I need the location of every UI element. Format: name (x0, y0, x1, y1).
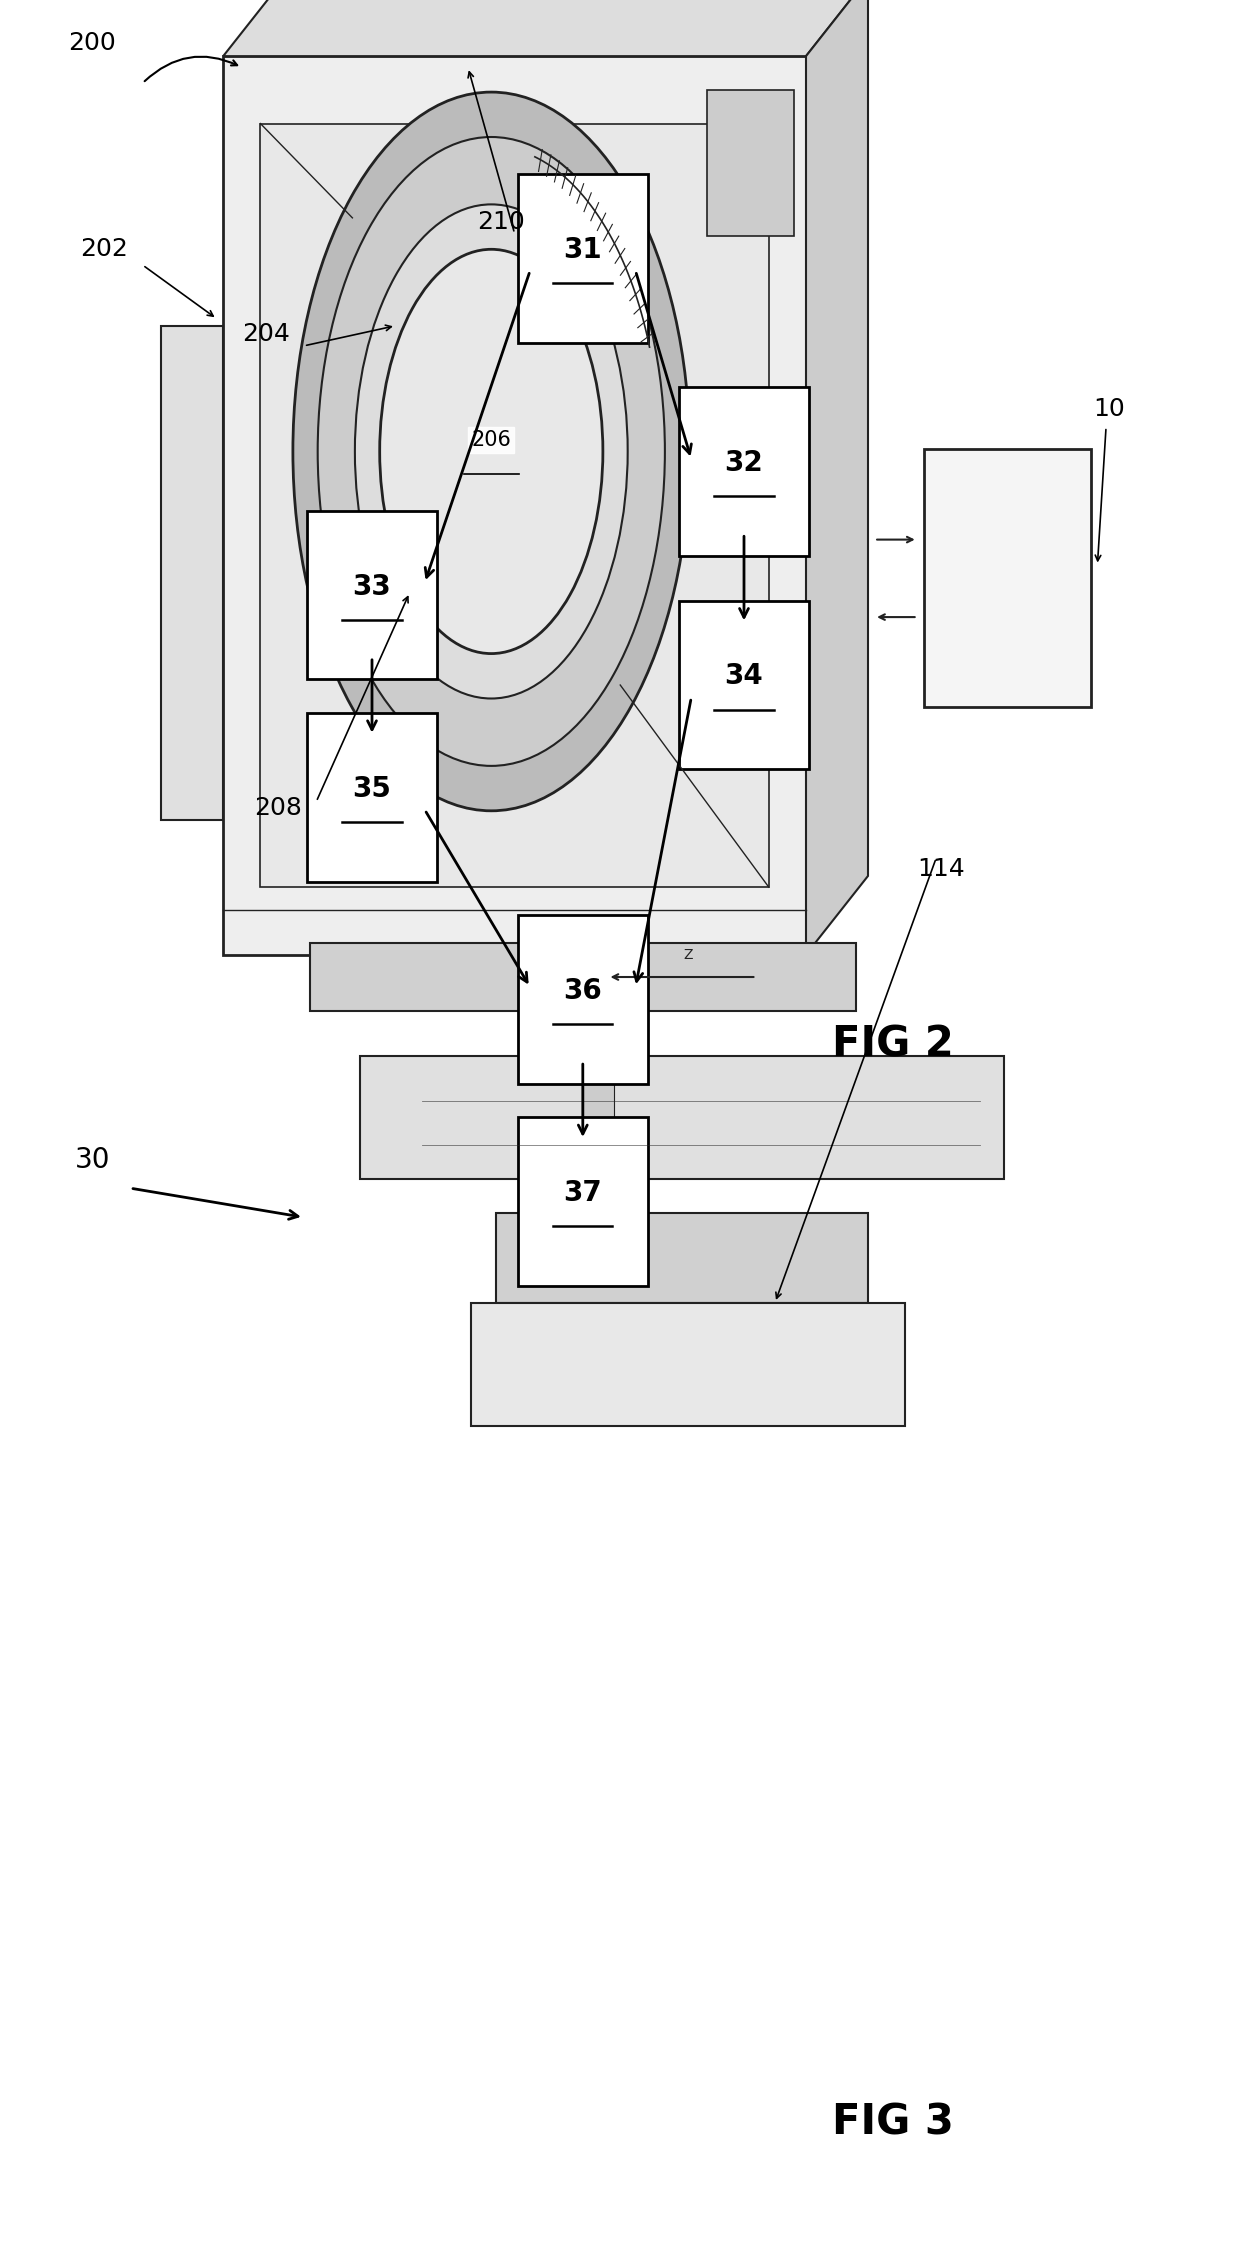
FancyBboxPatch shape (517, 175, 647, 341)
Text: FIG 2: FIG 2 (832, 1024, 954, 1065)
Text: 37: 37 (563, 1179, 603, 1206)
Circle shape (382, 604, 407, 649)
Text: 36: 36 (563, 977, 603, 1004)
FancyBboxPatch shape (517, 1119, 647, 1285)
FancyBboxPatch shape (680, 602, 808, 768)
FancyBboxPatch shape (223, 56, 806, 955)
Text: 32: 32 (724, 449, 764, 476)
Text: 114: 114 (918, 858, 966, 880)
Circle shape (379, 249, 603, 654)
Text: 204: 204 (242, 323, 290, 346)
FancyBboxPatch shape (360, 1056, 1004, 1179)
Text: 35: 35 (352, 775, 392, 802)
FancyBboxPatch shape (310, 943, 856, 1011)
FancyBboxPatch shape (161, 326, 223, 820)
Text: 202: 202 (81, 238, 129, 261)
Text: 33: 33 (352, 573, 392, 600)
Polygon shape (223, 0, 868, 56)
FancyBboxPatch shape (680, 386, 808, 555)
Text: FIG 3: FIG 3 (832, 2102, 954, 2143)
FancyBboxPatch shape (471, 1303, 905, 1426)
Text: 34: 34 (724, 663, 764, 690)
FancyBboxPatch shape (517, 916, 647, 1083)
Polygon shape (806, 0, 868, 955)
FancyBboxPatch shape (372, 600, 417, 654)
FancyBboxPatch shape (583, 1067, 614, 1168)
Text: Z: Z (683, 948, 693, 961)
Text: 31: 31 (563, 236, 603, 263)
Text: 208: 208 (254, 797, 303, 820)
Text: 206: 206 (471, 431, 511, 449)
Circle shape (293, 92, 689, 811)
Text: 210: 210 (477, 211, 526, 234)
Circle shape (317, 137, 665, 766)
FancyBboxPatch shape (306, 714, 438, 880)
FancyBboxPatch shape (260, 124, 769, 887)
Text: 200: 200 (68, 31, 117, 56)
FancyBboxPatch shape (924, 449, 1091, 707)
FancyBboxPatch shape (306, 512, 438, 678)
FancyBboxPatch shape (707, 90, 794, 236)
Text: 30: 30 (74, 1145, 110, 1175)
FancyBboxPatch shape (496, 1213, 868, 1303)
Circle shape (355, 204, 627, 699)
Text: 10: 10 (1094, 398, 1126, 420)
